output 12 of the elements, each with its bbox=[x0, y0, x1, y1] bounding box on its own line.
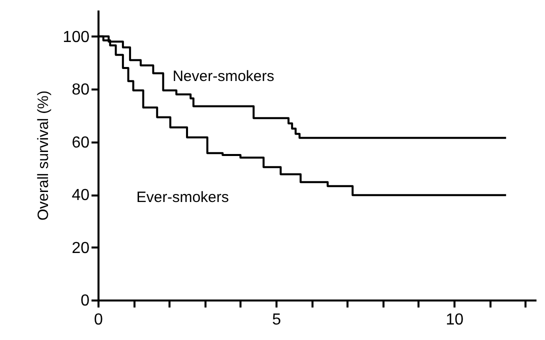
y-axis-title: Overall survival (%) bbox=[34, 90, 52, 221]
y-tick-label: 100 bbox=[62, 28, 90, 46]
series-label: Never-smokers bbox=[172, 68, 274, 86]
y-tick-label: 20 bbox=[72, 240, 90, 257]
x-tick-label: 5 bbox=[272, 312, 282, 328]
y-tick-label: 80 bbox=[72, 82, 90, 99]
y-tick-label: 40 bbox=[72, 187, 90, 204]
y-tick-label: 0 bbox=[80, 292, 90, 310]
y-tick-label: 60 bbox=[72, 134, 90, 152]
x-tick-label: 0 bbox=[94, 312, 104, 328]
x-tick-label: 10 bbox=[446, 312, 464, 328]
text: Ever-smokers bbox=[136, 189, 229, 206]
